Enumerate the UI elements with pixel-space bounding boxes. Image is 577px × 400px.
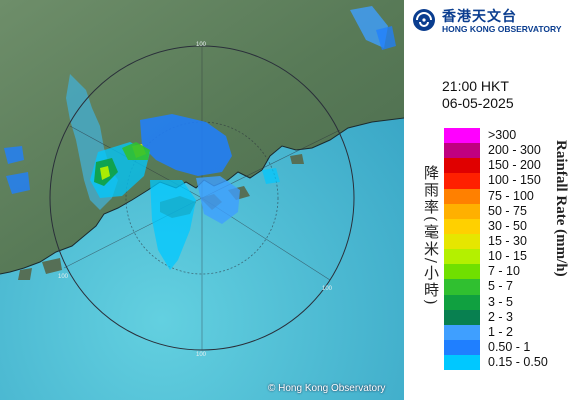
legend-label: 30 - 50	[488, 218, 527, 233]
rain-echo	[4, 146, 24, 164]
legend-item: 30 - 50	[444, 218, 574, 234]
legend-label: >300	[488, 128, 517, 142]
rain-echo	[140, 114, 232, 176]
legend-swatch	[444, 324, 480, 340]
legend-title-english: Rainfall Rate (mm/h)	[553, 140, 569, 277]
legend-label: 15 - 30	[488, 233, 527, 248]
hko-logo-icon	[413, 9, 435, 31]
legend-item: 50 - 75	[444, 203, 574, 219]
island	[42, 258, 62, 274]
legend-swatch	[444, 309, 480, 325]
rain-echoes	[4, 6, 396, 270]
legend-item: 15 - 30	[444, 233, 574, 250]
legend-swatch	[444, 158, 480, 174]
legend-panel: 香港天文台 HONG KONG OBSERVATORY 21:00 HKT 06…	[404, 0, 577, 400]
range-label-east: 100	[322, 286, 333, 292]
rain-echo	[262, 168, 280, 184]
coastline	[0, 117, 404, 275]
island	[290, 154, 304, 164]
legend-label: 50 - 75	[488, 203, 527, 218]
legend-item: 2 - 3	[444, 309, 574, 325]
legend-swatch	[444, 249, 480, 265]
legend-swatch	[444, 279, 480, 295]
copyright-notice: © Hong Kong Observatory	[268, 383, 386, 394]
legend-label: 0.50 - 1	[488, 339, 531, 354]
legend-swatch	[444, 233, 480, 250]
legend-swatch	[444, 355, 480, 371]
legend-title-chinese: 降雨率(毫米/小時)	[422, 165, 440, 307]
range-label-west: 100	[58, 274, 69, 280]
radar-map: 100 100 100 100	[0, 0, 404, 400]
legend-label: 3 - 5	[488, 294, 514, 309]
legend-item: 150 - 200	[444, 158, 574, 174]
legend-swatch	[444, 173, 480, 189]
legend-label: 200 - 300	[488, 143, 541, 158]
legend-item: >300	[444, 128, 574, 144]
legend-swatch	[444, 339, 480, 356]
legend-label: 5 - 7	[488, 279, 514, 294]
island	[18, 268, 32, 280]
rain-echo	[196, 176, 240, 224]
legend-item: 10 - 15	[444, 249, 574, 265]
range-label-north: 100	[196, 42, 207, 48]
logo-chinese-name: 香港天文台	[442, 9, 517, 25]
legend-label: 1 - 2	[488, 324, 514, 339]
legend-swatch	[444, 218, 480, 234]
logo-english-name: HONG KONG OBSERVATORY	[442, 24, 562, 34]
observation-time: 21:00 HKT	[442, 78, 509, 94]
legend-label: 2 - 3	[488, 309, 514, 324]
legend-label: 150 - 200	[488, 158, 541, 173]
range-label-south: 100	[196, 352, 207, 358]
rain-echo	[6, 172, 30, 194]
legend-label: 7 - 10	[488, 264, 520, 279]
observation-date: 06-05-2025	[442, 95, 514, 111]
legend-item: 0.15 - 0.50	[444, 355, 574, 371]
legend-item: 3 - 5	[444, 294, 574, 310]
legend-item: 75 - 100	[444, 188, 574, 204]
legend-item: 7 - 10	[444, 264, 574, 280]
legend-item: 1 - 2	[444, 324, 574, 340]
rain-echo	[100, 166, 110, 180]
legend-label: 75 - 100	[488, 188, 534, 203]
legend-swatch	[444, 294, 480, 310]
legend-item: 0.50 - 1	[444, 339, 574, 356]
legend-swatch	[444, 143, 480, 159]
rain-echo	[150, 180, 196, 270]
legend-swatch	[444, 203, 480, 219]
legend-label: 0.15 - 0.50	[488, 355, 548, 370]
legend-swatch	[444, 188, 480, 204]
legend-label: 10 - 15	[488, 249, 527, 264]
legend-item: 200 - 300	[444, 143, 574, 159]
rain-echo	[376, 26, 396, 50]
legend-label: 100 - 150	[488, 173, 541, 188]
legend-swatch	[444, 264, 480, 280]
legend-swatch	[444, 128, 480, 144]
hko-logo[interactable]: 香港天文台 HONG KONG OBSERVATORY	[412, 6, 577, 36]
rainfall-legend: >300 200 - 300 150 - 200 100 - 150 75 - 100 5…	[444, 128, 574, 371]
legend-item: 5 - 7	[444, 279, 574, 295]
rain-echo	[122, 142, 150, 160]
legend-item: 100 - 150	[444, 173, 574, 189]
